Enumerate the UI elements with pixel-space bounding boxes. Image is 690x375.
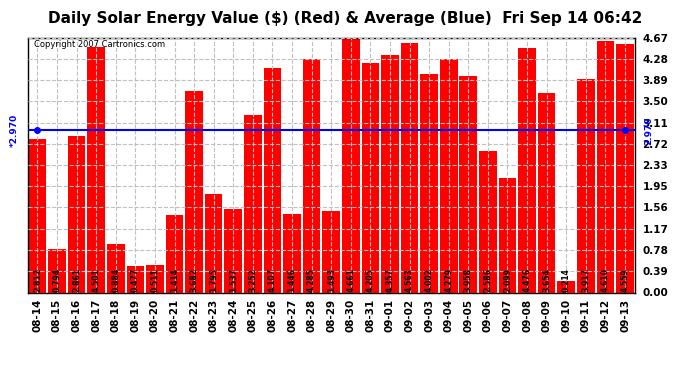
- Text: 0.511: 0.511: [150, 268, 159, 292]
- Text: 1.537: 1.537: [229, 268, 238, 292]
- Bar: [186, 92, 203, 292]
- Bar: [88, 47, 105, 292]
- Text: 2.861: 2.861: [72, 268, 81, 292]
- Bar: [166, 215, 184, 292]
- Text: 4.610: 4.610: [601, 268, 610, 292]
- Text: 4.357: 4.357: [386, 268, 395, 292]
- Text: 3.252: 3.252: [248, 268, 257, 292]
- Bar: [126, 267, 144, 292]
- Bar: [401, 44, 418, 292]
- Text: 3.654: 3.654: [542, 268, 551, 292]
- Bar: [616, 44, 634, 292]
- Bar: [283, 213, 301, 292]
- Text: 4.476: 4.476: [522, 268, 531, 292]
- Text: 0.884: 0.884: [111, 268, 120, 292]
- Text: *2.970: *2.970: [10, 114, 19, 147]
- Bar: [597, 41, 614, 292]
- Bar: [342, 38, 359, 292]
- Bar: [264, 68, 282, 292]
- Bar: [538, 93, 555, 292]
- Bar: [362, 63, 380, 292]
- Bar: [381, 55, 399, 292]
- Text: 3.682: 3.682: [190, 268, 199, 292]
- Bar: [48, 249, 66, 292]
- Text: 4.563: 4.563: [405, 268, 414, 292]
- Bar: [322, 211, 340, 292]
- Text: 1.795: 1.795: [209, 268, 218, 292]
- Bar: [68, 136, 86, 292]
- Text: 1.446: 1.446: [288, 268, 297, 292]
- Text: 0.214: 0.214: [562, 268, 571, 292]
- Text: 4.285: 4.285: [307, 268, 316, 292]
- Text: 4.107: 4.107: [268, 268, 277, 292]
- Bar: [205, 195, 222, 292]
- Text: 2.970: 2.970: [644, 116, 653, 145]
- Text: Daily Solar Energy Value ($) (Red) & Average (Blue)  Fri Sep 14 06:42: Daily Solar Energy Value ($) (Red) & Ave…: [48, 11, 642, 26]
- Text: 4.002: 4.002: [424, 268, 433, 292]
- Bar: [146, 265, 164, 292]
- Text: 4.501: 4.501: [92, 268, 101, 292]
- Bar: [28, 139, 46, 292]
- Text: 4.205: 4.205: [366, 268, 375, 292]
- Text: 0.477: 0.477: [131, 268, 140, 292]
- Bar: [577, 79, 595, 292]
- Text: 2.586: 2.586: [484, 268, 493, 292]
- Text: 0.794: 0.794: [52, 268, 61, 292]
- Text: 3.917: 3.917: [582, 268, 591, 292]
- Bar: [479, 151, 497, 292]
- Bar: [303, 58, 320, 292]
- Text: Copyright 2007 Cartronics.com: Copyright 2007 Cartronics.com: [34, 40, 165, 49]
- Bar: [244, 115, 262, 292]
- Bar: [499, 178, 516, 292]
- Text: 4.279: 4.279: [444, 268, 453, 292]
- Text: 4.559: 4.559: [620, 268, 629, 292]
- Text: 1.493: 1.493: [326, 268, 336, 292]
- Text: 3.958: 3.958: [464, 268, 473, 292]
- Text: 2.099: 2.099: [503, 268, 512, 292]
- Bar: [107, 244, 125, 292]
- Bar: [558, 281, 575, 292]
- Text: 1.414: 1.414: [170, 268, 179, 292]
- Bar: [518, 48, 536, 292]
- Bar: [460, 76, 477, 292]
- Text: 2.812: 2.812: [33, 268, 42, 292]
- Bar: [440, 59, 457, 292]
- Bar: [224, 209, 242, 292]
- Text: 4.661: 4.661: [346, 268, 355, 292]
- Bar: [420, 74, 438, 292]
